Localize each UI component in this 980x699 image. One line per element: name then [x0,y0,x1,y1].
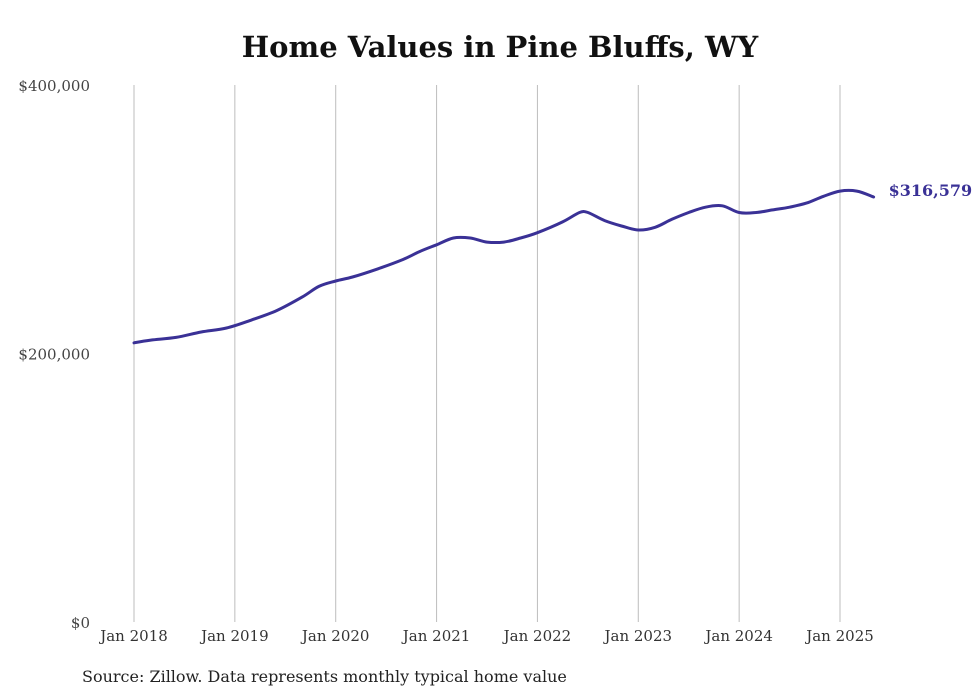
y-tick-label: $200,000 [18,346,90,364]
x-tick-label: Jan 2024 [703,627,773,645]
x-tick-label: Jan 2023 [603,627,673,645]
grid-lines [133,85,841,622]
y-tick-label: $400,000 [18,77,90,95]
source-note: Source: Zillow. Data represents monthly … [82,667,567,686]
x-axis: Jan 2018 Jan 2019 Jan 2020 Jan 2021 Jan 2022… [98,627,874,645]
x-tick-label: Jan 2020 [300,627,370,645]
end-value-label: $316,579 [889,181,973,200]
series-line [132,188,876,345]
x-tick-label: Jan 2018 [98,627,168,645]
line-chart: $0$200,000$400,000 Jan 2018 Jan 2019 Jan 2… [18,77,973,645]
x-tick-label: Jan 2022 [502,627,572,645]
y-axis: $0 $200,000 $400,000 [18,77,90,632]
chart-title: Home Values in Pine Bluffs, WY [241,30,759,64]
y-tick-label: $0 [71,614,90,632]
x-tick-label: Jan 2019 [199,627,269,645]
x-tick-label: Jan 2021 [401,627,471,645]
x-tick-label: Jan 2025 [804,627,874,645]
